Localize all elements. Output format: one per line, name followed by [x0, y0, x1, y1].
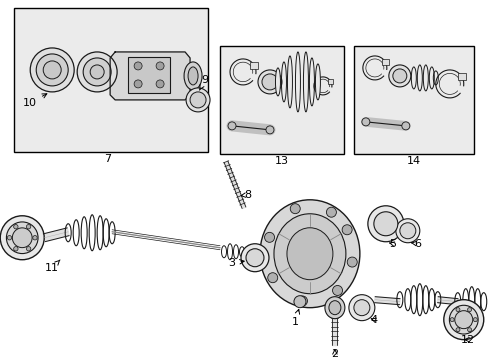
- Circle shape: [30, 48, 74, 92]
- Circle shape: [267, 273, 277, 283]
- Circle shape: [43, 61, 61, 79]
- Ellipse shape: [315, 64, 320, 100]
- Circle shape: [14, 247, 18, 251]
- Circle shape: [156, 62, 164, 70]
- Bar: [250, 62, 258, 69]
- Polygon shape: [332, 318, 337, 345]
- Polygon shape: [437, 297, 457, 305]
- Text: 2: 2: [331, 348, 338, 359]
- Circle shape: [290, 204, 300, 214]
- Text: 10: 10: [23, 94, 47, 108]
- Text: 3: 3: [228, 258, 244, 268]
- Circle shape: [26, 247, 31, 251]
- Circle shape: [449, 318, 453, 322]
- Bar: [128, 57, 170, 93]
- Circle shape: [467, 328, 470, 332]
- Polygon shape: [374, 297, 399, 305]
- Circle shape: [33, 235, 37, 240]
- Circle shape: [7, 235, 12, 240]
- Bar: [353, 46, 473, 154]
- Circle shape: [190, 92, 205, 108]
- Circle shape: [443, 300, 483, 339]
- Ellipse shape: [188, 67, 198, 85]
- Circle shape: [388, 65, 410, 87]
- Ellipse shape: [260, 200, 359, 308]
- Text: 13: 13: [274, 156, 288, 166]
- Ellipse shape: [273, 214, 345, 294]
- Text: 14: 14: [406, 156, 420, 166]
- Circle shape: [12, 228, 32, 248]
- Circle shape: [264, 232, 274, 242]
- Bar: [14, 8, 207, 152]
- Circle shape: [467, 308, 470, 312]
- Circle shape: [297, 296, 307, 306]
- Circle shape: [455, 308, 459, 312]
- Circle shape: [401, 122, 409, 130]
- Circle shape: [265, 126, 273, 134]
- Circle shape: [472, 318, 476, 322]
- Circle shape: [448, 305, 477, 334]
- Circle shape: [14, 225, 18, 229]
- Text: 7: 7: [104, 154, 111, 164]
- Ellipse shape: [287, 56, 292, 108]
- Text: 8: 8: [241, 190, 251, 200]
- Circle shape: [348, 295, 374, 321]
- Circle shape: [326, 207, 336, 217]
- Ellipse shape: [286, 228, 332, 280]
- Text: 12: 12: [460, 335, 474, 345]
- Circle shape: [342, 225, 351, 235]
- Bar: [381, 59, 388, 65]
- Polygon shape: [43, 228, 69, 242]
- Circle shape: [262, 74, 277, 90]
- Circle shape: [0, 216, 44, 260]
- Circle shape: [361, 118, 369, 126]
- Circle shape: [134, 62, 142, 70]
- Text: 4: 4: [369, 315, 377, 325]
- Circle shape: [90, 65, 104, 79]
- Circle shape: [241, 244, 268, 272]
- Circle shape: [134, 80, 142, 88]
- Circle shape: [77, 52, 117, 92]
- Circle shape: [332, 285, 342, 296]
- Circle shape: [373, 212, 397, 236]
- Circle shape: [83, 58, 111, 86]
- Ellipse shape: [303, 52, 308, 112]
- Circle shape: [185, 88, 210, 112]
- Polygon shape: [224, 161, 245, 208]
- Circle shape: [399, 223, 415, 239]
- Text: 11: 11: [45, 260, 60, 273]
- Circle shape: [367, 206, 403, 242]
- Circle shape: [353, 300, 369, 316]
- Circle shape: [455, 328, 459, 332]
- Circle shape: [392, 69, 406, 83]
- Circle shape: [245, 249, 264, 267]
- Ellipse shape: [328, 301, 340, 315]
- Bar: [327, 79, 333, 84]
- Polygon shape: [110, 52, 190, 100]
- Text: 1: 1: [291, 309, 299, 327]
- Circle shape: [258, 70, 282, 94]
- Ellipse shape: [183, 62, 202, 90]
- Text: 5: 5: [388, 239, 396, 249]
- Bar: [220, 46, 343, 154]
- Circle shape: [227, 122, 236, 130]
- Text: 9: 9: [199, 75, 208, 90]
- Circle shape: [293, 296, 305, 308]
- Circle shape: [395, 219, 419, 243]
- Circle shape: [454, 311, 472, 329]
- Bar: [457, 73, 465, 80]
- Circle shape: [6, 222, 38, 253]
- Circle shape: [156, 80, 164, 88]
- Ellipse shape: [275, 68, 280, 96]
- Ellipse shape: [324, 297, 344, 319]
- Text: 6: 6: [410, 239, 421, 249]
- Circle shape: [346, 257, 357, 267]
- Circle shape: [26, 225, 31, 229]
- Circle shape: [36, 54, 68, 86]
